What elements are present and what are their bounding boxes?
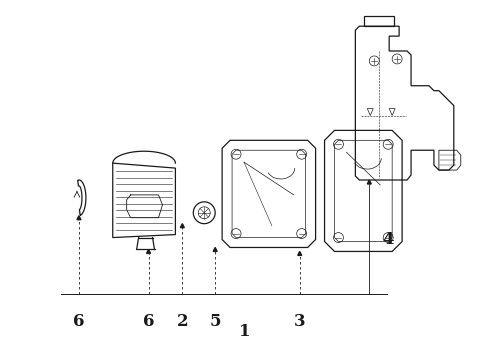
Text: 6: 6 xyxy=(143,313,154,330)
Text: 3: 3 xyxy=(294,313,305,330)
Text: 1: 1 xyxy=(239,323,251,340)
Text: 2: 2 xyxy=(176,313,188,330)
Polygon shape xyxy=(77,216,81,220)
Text: 6: 6 xyxy=(73,313,85,330)
Polygon shape xyxy=(213,247,217,251)
Text: 4: 4 xyxy=(382,231,394,248)
Polygon shape xyxy=(298,251,302,255)
Polygon shape xyxy=(368,180,371,184)
Polygon shape xyxy=(147,249,150,253)
Polygon shape xyxy=(180,224,184,228)
Text: 5: 5 xyxy=(209,313,221,330)
